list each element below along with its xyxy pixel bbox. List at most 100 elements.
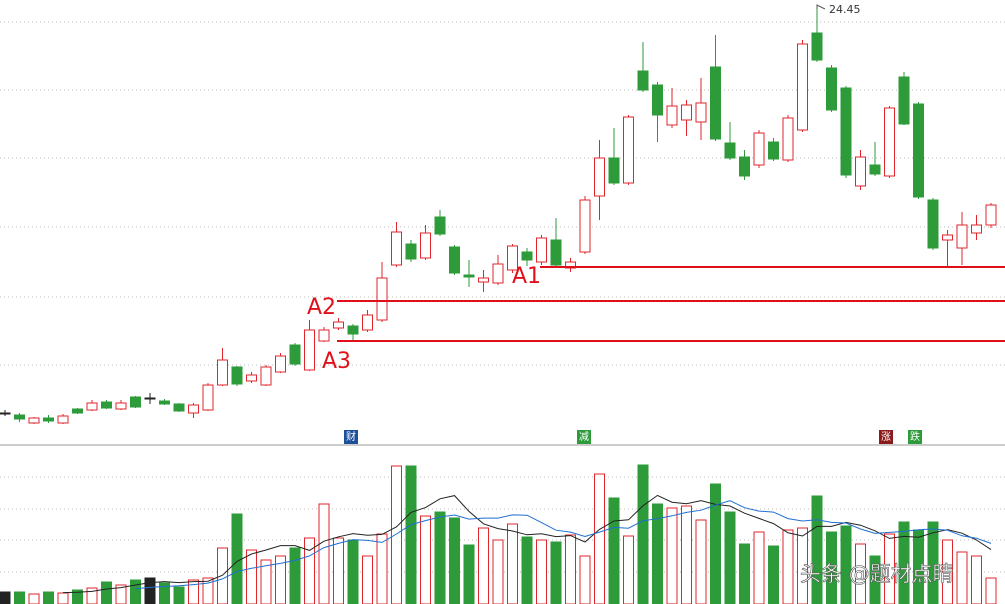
candle-body [594, 157, 605, 197]
candle-body [913, 103, 924, 198]
candle-body [608, 157, 620, 184]
candle-body [855, 156, 866, 187]
plot: A1 A2 A3 24.45 [0, 3, 1005, 604]
volume-bar [753, 531, 765, 604]
candle-body [391, 231, 402, 266]
candle-body [115, 402, 127, 410]
volume-bar [637, 464, 649, 604]
event-icon [879, 430, 893, 444]
volume-bar [898, 521, 910, 604]
volume-bar [811, 495, 823, 604]
candle-body [463, 274, 475, 278]
volume-bar [289, 547, 301, 604]
candle-body [782, 117, 794, 161]
watermark: 头条 @题材点睛 [800, 562, 954, 586]
candle-body [884, 107, 895, 177]
candle-body [72, 408, 83, 414]
volume-bar [173, 586, 185, 604]
candle-body [478, 277, 489, 283]
candle-body [579, 199, 591, 253]
candle-body [231, 366, 243, 385]
volume-bar [869, 555, 881, 604]
candle-body [507, 245, 518, 271]
candle-body [666, 105, 678, 126]
volume-bar [492, 539, 504, 604]
candle-body [797, 43, 808, 131]
candle-body [304, 329, 315, 371]
candle-body [956, 224, 968, 249]
volume-bar [449, 517, 460, 604]
candle-body [376, 277, 388, 321]
candle-body [28, 417, 40, 424]
volume-bar [942, 539, 953, 604]
candle-body [826, 67, 837, 111]
candle-body [275, 355, 286, 373]
candle-body [202, 384, 214, 411]
volume-bar [231, 513, 243, 604]
event-label: 涨 [881, 431, 891, 443]
candle-body [101, 401, 112, 409]
level-label: A2 [307, 295, 336, 320]
candle-body [420, 232, 431, 259]
event-label: 减 [579, 431, 589, 443]
volume-bar [434, 511, 446, 604]
candle-body [550, 239, 562, 266]
candle-body [86, 402, 98, 411]
level-label: A1 [512, 264, 541, 289]
volume-bar [565, 534, 576, 604]
volume-bar [217, 547, 228, 604]
volume-bar [391, 465, 402, 604]
candle-body [14, 414, 25, 420]
candle-body [333, 321, 344, 329]
candle-body [840, 87, 852, 176]
candle-body [492, 263, 504, 284]
volume-bar [463, 544, 475, 604]
candle-body [260, 366, 272, 386]
candle-body [695, 102, 707, 123]
candle-body [318, 329, 330, 342]
volume-bar [985, 577, 997, 604]
candle-body [811, 32, 823, 61]
candle-body [188, 404, 199, 414]
volume-bar [521, 536, 533, 604]
volume-bar [130, 579, 141, 604]
volume-bar [0, 591, 11, 604]
candle-body [971, 224, 982, 234]
candle-body [405, 243, 417, 260]
volume-bar [855, 543, 866, 604]
volume-bar [478, 527, 489, 604]
event-icon [344, 430, 358, 444]
volume-bar [797, 527, 808, 604]
event-icon [908, 430, 922, 444]
volume-bar [579, 555, 591, 604]
candle-body [144, 397, 156, 400]
volume-bar [159, 582, 170, 604]
candle-body [57, 415, 69, 424]
volume-bar [710, 483, 721, 604]
candle-body [434, 216, 446, 235]
volume-bar [652, 503, 663, 604]
volume-bar [695, 519, 707, 604]
candle-body [173, 403, 185, 412]
candle-body [217, 359, 228, 386]
volume-bar [57, 592, 69, 604]
candle-body [0, 412, 11, 415]
volume-bar [956, 551, 968, 604]
volume-bar [304, 537, 315, 604]
candle-body [724, 142, 736, 159]
volume-bar [623, 535, 634, 604]
candle-body [159, 400, 170, 405]
candle-body [289, 344, 301, 365]
event-label: 跌 [910, 430, 920, 443]
volume-bar [376, 533, 388, 604]
candle-body [536, 237, 547, 263]
volume-bar [115, 584, 127, 604]
volume-bar [14, 591, 25, 604]
candle-body [942, 234, 953, 241]
volume-bar [826, 531, 837, 604]
level-label: A3 [322, 349, 351, 374]
volume-bar [275, 555, 286, 604]
volume-bar [333, 537, 344, 604]
